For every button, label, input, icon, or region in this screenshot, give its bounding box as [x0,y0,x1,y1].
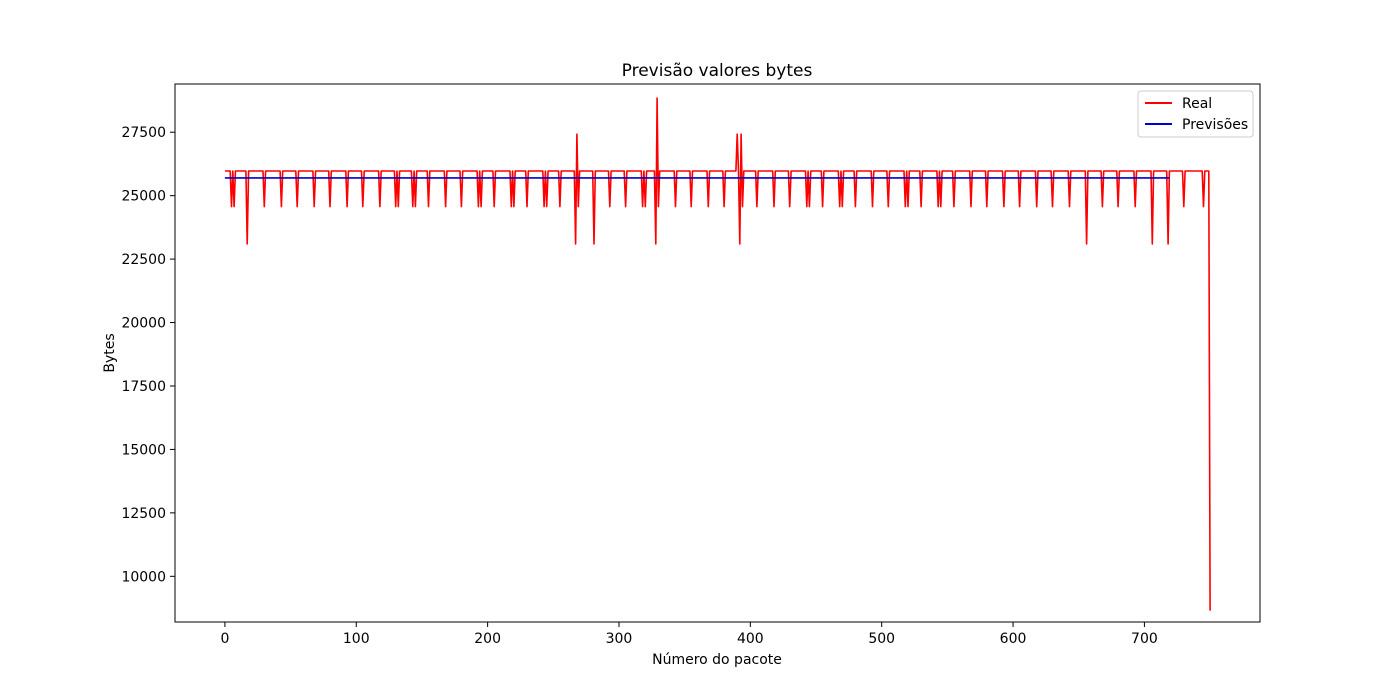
plot-area [224,97,1211,611]
y-tick-label: 27500 [121,125,166,141]
x-tick-label: 0 [220,631,229,647]
y-tick-label: 10000 [121,569,166,585]
x-tick-label: 100 [343,631,370,647]
y-tick-label: 22500 [121,252,166,268]
x-tick-label: 500 [868,631,895,647]
x-axis: 0 100 200 300 400 500 600 700 [220,622,1158,647]
y-tick-label: 20000 [121,316,166,332]
y-axis-label: Bytes [102,333,118,372]
series-line-real [224,97,1211,611]
legend: Real Previsões [1137,90,1254,138]
y-tick-label: 15000 [121,442,166,458]
x-tick-label: 300 [606,631,633,647]
x-tick-label: 600 [1000,631,1027,647]
y-tick-label: 25000 [121,189,166,205]
y-tick-label: 17500 [121,379,166,395]
x-tick-label: 200 [474,631,501,647]
legend-label-previsoes: Previsões [1182,117,1248,133]
chart-title: Previsão valores bytes [622,61,813,81]
y-tick-label: 12500 [121,506,166,522]
x-tick-label: 400 [737,631,764,647]
x-axis-label: Número do pacote [652,652,782,668]
legend-label-real: Real [1182,96,1212,112]
y-axis: 10000 12500 15000 17500 20000 22500 25000 27500 [121,125,175,585]
x-tick-label: 700 [1131,631,1158,647]
axes-frame [174,83,1261,623]
